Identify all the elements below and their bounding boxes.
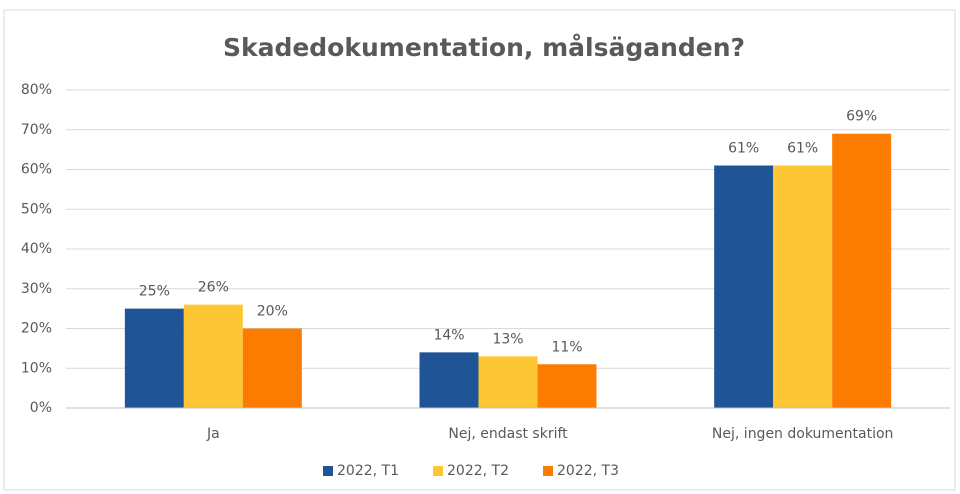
y-tick-label: 60% xyxy=(21,162,52,178)
legend-label: 2022, T2 xyxy=(447,463,509,479)
y-tick-label: 40% xyxy=(21,241,52,257)
data-label: 69% xyxy=(846,109,877,125)
y-tick-label: 10% xyxy=(21,360,52,376)
data-label: 26% xyxy=(198,280,229,296)
x-tick-label: Ja xyxy=(206,426,220,442)
y-tick-label: 80% xyxy=(21,82,52,98)
bar xyxy=(714,165,774,408)
chart-title: Skadedokumentation, målsäganden? xyxy=(223,33,745,62)
bar xyxy=(124,308,184,408)
bar xyxy=(537,364,597,408)
y-tick-label: 0% xyxy=(30,400,52,416)
data-label: 11% xyxy=(551,339,582,355)
y-tick-label: 20% xyxy=(21,321,52,337)
y-tick-label: 70% xyxy=(21,122,52,138)
bar xyxy=(478,356,538,408)
x-tick-label: Nej, endast skrift xyxy=(448,426,568,442)
x-tick-label: Nej, ingen dokumentation xyxy=(712,426,893,442)
legend-label: 2022, T3 xyxy=(557,463,619,479)
bar xyxy=(773,165,833,408)
bar xyxy=(419,352,479,408)
data-label: 13% xyxy=(492,331,523,347)
bar xyxy=(242,328,302,408)
y-tick-label: 50% xyxy=(21,201,52,217)
bar xyxy=(832,133,892,408)
data-label: 25% xyxy=(139,284,170,300)
legend-swatch xyxy=(433,466,443,476)
legend-swatch xyxy=(323,466,333,476)
data-label: 61% xyxy=(787,141,818,157)
data-label: 61% xyxy=(728,141,759,157)
legend-swatch xyxy=(543,466,553,476)
y-tick-label: 30% xyxy=(21,281,52,297)
legend-label: 2022, T1 xyxy=(337,463,399,479)
data-label: 20% xyxy=(257,304,288,320)
data-label: 14% xyxy=(433,327,464,343)
bar xyxy=(183,304,243,408)
